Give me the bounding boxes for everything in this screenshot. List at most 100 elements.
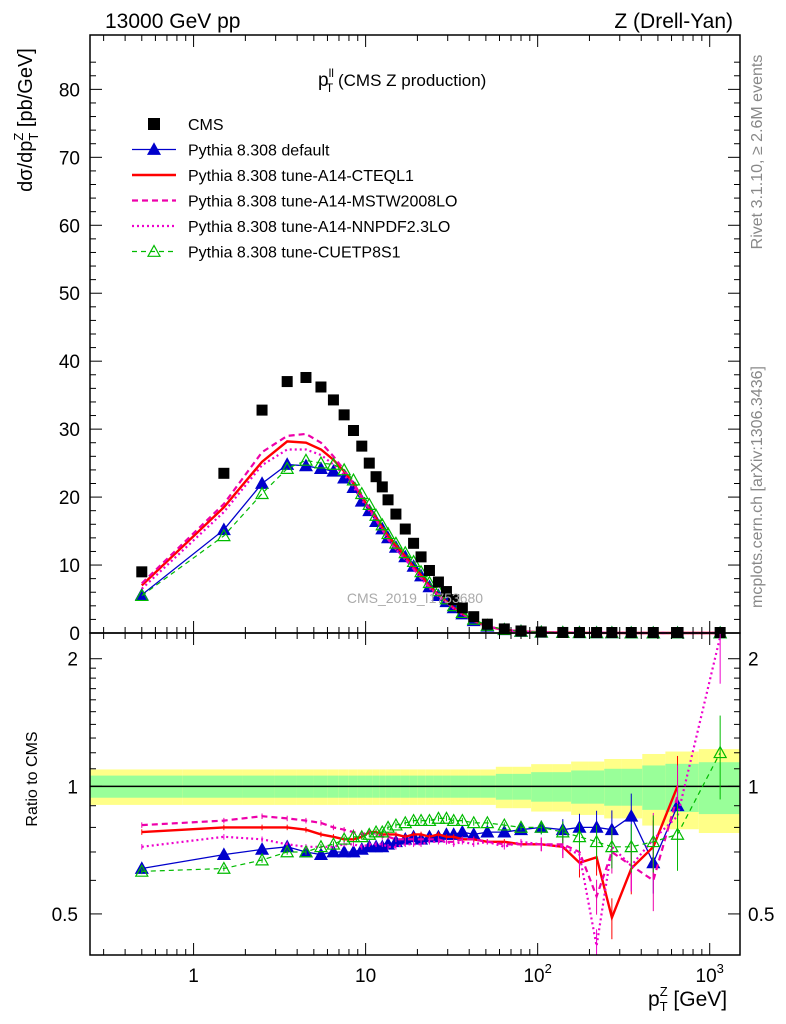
cms-data-point xyxy=(440,586,452,598)
band-inner-segment xyxy=(698,762,740,815)
cms-data-point xyxy=(356,440,368,452)
ratio-tick-label-right: 1 xyxy=(748,777,759,798)
legend-label-cteql1: Pythia 8.308 tune-A14-CTEQL1 xyxy=(188,168,414,185)
ratio-marker-cuetp xyxy=(375,824,390,838)
cms-data-point xyxy=(315,381,327,393)
ratio-y-axis-label: Ratio to CMS xyxy=(24,731,41,826)
ratio-marker-cuetp xyxy=(134,864,149,877)
band-inner-segment xyxy=(621,768,643,806)
marker-cuetp xyxy=(337,462,352,476)
cms-data-point xyxy=(136,566,148,578)
process-label: 13000 GeV pp xyxy=(105,10,240,33)
cms-data-point xyxy=(218,467,230,479)
final-state-label: Z (Drell-Yan) xyxy=(614,10,733,33)
cms-data-point xyxy=(399,523,411,535)
ratio-marker-default xyxy=(480,824,495,838)
marker-cuetp xyxy=(369,508,384,521)
y-axis-label: dσ/dpZT [pb/GeV] xyxy=(11,48,41,192)
ratio-plot-frame xyxy=(89,632,741,956)
legend-label-cms: CMS xyxy=(188,117,224,134)
cms-data-point xyxy=(432,576,444,588)
plot-title: pll T (CMS Z production) xyxy=(318,66,486,95)
ratio-marker-cuetp xyxy=(624,839,639,853)
ratio-marker-cuetp xyxy=(388,817,403,831)
marker-cuetp xyxy=(446,598,461,612)
cms-data-point xyxy=(448,594,460,606)
x-tick-label: 1 xyxy=(188,966,199,987)
ratio-marker-cuetp xyxy=(713,745,728,759)
legend-label-nnpdf: Pythia 8.308 tune-A14-NNPDF2.3LO xyxy=(188,219,450,236)
ratio-marker-cuetp xyxy=(480,815,495,829)
marker-cuetp xyxy=(255,486,270,500)
cms-data-point xyxy=(300,371,312,383)
ratio-marker-cuetp xyxy=(513,820,529,833)
ratio-marker-default xyxy=(326,844,341,858)
y-tick-label: 50 xyxy=(59,284,80,305)
ratio-marker-cuetp xyxy=(326,837,341,850)
marker-cuetp xyxy=(422,575,437,589)
ratio-marker-cuetp xyxy=(406,813,421,827)
y-tick-label: 0 xyxy=(69,624,80,645)
ratio-marker-default xyxy=(624,809,639,822)
band-inner-segment xyxy=(604,768,622,806)
cms-data-point xyxy=(481,618,493,630)
y-tick-label: 20 xyxy=(59,488,80,509)
ratio-marker-cuetp xyxy=(398,815,413,829)
cms-data-point xyxy=(370,471,382,483)
ratio-marker-cuetp xyxy=(422,813,437,827)
ratio-marker-cuetp xyxy=(670,827,685,840)
ratio-marker-cuetp xyxy=(313,839,328,853)
ratio-marker-cuetp xyxy=(555,824,570,838)
ratio-marker-default xyxy=(216,847,231,861)
marker-default xyxy=(326,464,341,477)
marker-cuetp xyxy=(216,528,231,542)
cms-data-point xyxy=(338,409,350,421)
marker-cuetp xyxy=(354,486,369,500)
mcplots-label: mcplots.cern.ch [arXiv:1306.3436] xyxy=(749,366,766,608)
marker-cuetp xyxy=(326,457,341,470)
cms-data-point xyxy=(390,508,402,520)
ratio-marker-cuetp xyxy=(446,813,461,827)
ratio-marker-cuetp xyxy=(298,844,313,858)
ratio-marker-cuetp xyxy=(346,829,361,843)
ratio-marker-cuetp xyxy=(534,820,549,833)
ratio-marker-cuetp xyxy=(439,811,454,824)
ratio-marker-cuetp xyxy=(604,839,619,853)
ratio-uncertainty-band xyxy=(90,749,740,834)
ratio-tick-label: 0.5 xyxy=(52,905,78,926)
series-line-default xyxy=(141,463,721,634)
legend: CMS Pythia 8.308 default Pythia 8.308 tune… xyxy=(132,117,457,262)
ratio-marker-default xyxy=(337,844,352,858)
cms-data-point xyxy=(376,481,388,493)
x-tick-label: 10 xyxy=(355,966,376,987)
ratio-marker-cuetp xyxy=(497,817,512,831)
ratio-marker-cuetp xyxy=(337,832,352,845)
ratio-marker-default xyxy=(313,847,328,861)
y-tick-label: 10 xyxy=(59,556,80,577)
ratio-tick-label-right: 2 xyxy=(748,650,759,671)
marker-cuetp xyxy=(298,453,313,466)
ratio-marker-cuetp xyxy=(466,815,481,829)
x-axis-label: pZ T [GeV] xyxy=(648,984,727,1014)
ratio-tick-label: 2 xyxy=(67,650,78,671)
axes: 1 10 102 103 0 10 20 30 40 50 60 70 80 0.5 0.5 1 1 2 2 xyxy=(52,35,774,987)
ratio-marker-cuetp xyxy=(455,813,470,827)
ratio-marker-cuetp xyxy=(572,829,587,843)
cms-data-point xyxy=(423,564,435,576)
rivet-label: Rivet 3.1.10, ≥ 2.6M events xyxy=(749,55,766,250)
y-tick-label: 70 xyxy=(59,148,80,169)
ratio-marker-cuetp xyxy=(280,844,295,858)
ratio-plot-content xyxy=(134,633,728,955)
main-plot-content xyxy=(134,371,728,639)
ratio-line-cuetp xyxy=(141,752,721,872)
ratio-marker-default xyxy=(455,824,470,838)
band-inner-segment xyxy=(642,765,666,810)
legend-label-mstw: Pythia 8.308 tune-A14-MSTW2008LO xyxy=(188,194,457,211)
ratio-marker-default xyxy=(497,824,512,838)
ratio-marker-cuetp xyxy=(431,811,446,824)
marker-cuetp xyxy=(388,536,403,549)
ratio-marker-cuetp xyxy=(255,852,270,866)
marker-default xyxy=(280,457,295,470)
cms-data-point xyxy=(498,623,510,635)
